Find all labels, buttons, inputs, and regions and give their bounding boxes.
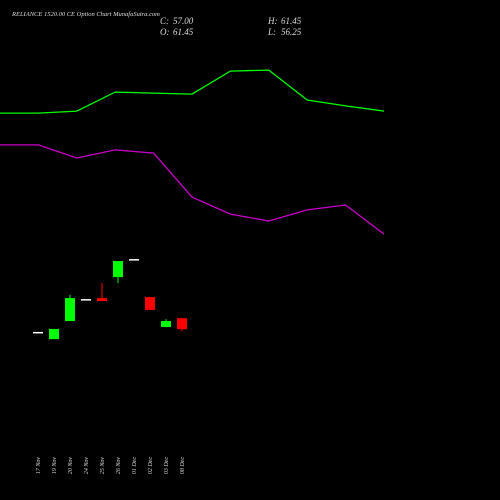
candle-body <box>129 259 139 261</box>
overlay-line <box>0 69 385 114</box>
candle-body <box>177 318 187 330</box>
x-tick-label: 01 Dec <box>132 457 138 474</box>
overlay-line <box>0 144 385 235</box>
candle-body <box>81 299 91 301</box>
candle-body <box>49 328 59 340</box>
candle-body <box>145 297 155 310</box>
candle-body <box>33 331 43 334</box>
x-tick-label: 19 Nov <box>52 457 58 475</box>
ohlc-value: 61.45 <box>173 27 194 37</box>
candle-body <box>97 298 107 302</box>
candle-body <box>161 321 171 327</box>
x-tick-label: 08 Dec <box>180 457 186 474</box>
x-tick-label: 24 Nov <box>83 457 90 475</box>
ohlc-value: 57.00 <box>173 16 194 26</box>
candle-body <box>65 298 75 322</box>
x-tick-label: 26 Nov <box>116 457 122 475</box>
chart-title: RELIANCE 1520.00 CE Option Chart MunafaS… <box>11 11 160 18</box>
ohlc-name: O: <box>160 27 170 37</box>
x-tick-label: 25 Nov <box>100 457 106 475</box>
ohlc-value: 56.25 <box>281 27 302 37</box>
x-tick-label: 02 Dec <box>148 457 154 474</box>
ohlc-value: 61.45 <box>281 16 302 26</box>
ohlc-name: C: <box>160 16 169 26</box>
x-tick-label: 20 Nov <box>68 457 74 475</box>
x-tick-label: 17 Nov <box>36 457 42 475</box>
candle-body <box>113 261 123 278</box>
ohlc-name: H: <box>267 16 278 26</box>
ohlc-name: L: <box>267 27 276 37</box>
x-tick-label: 03 Dec <box>164 457 170 474</box>
